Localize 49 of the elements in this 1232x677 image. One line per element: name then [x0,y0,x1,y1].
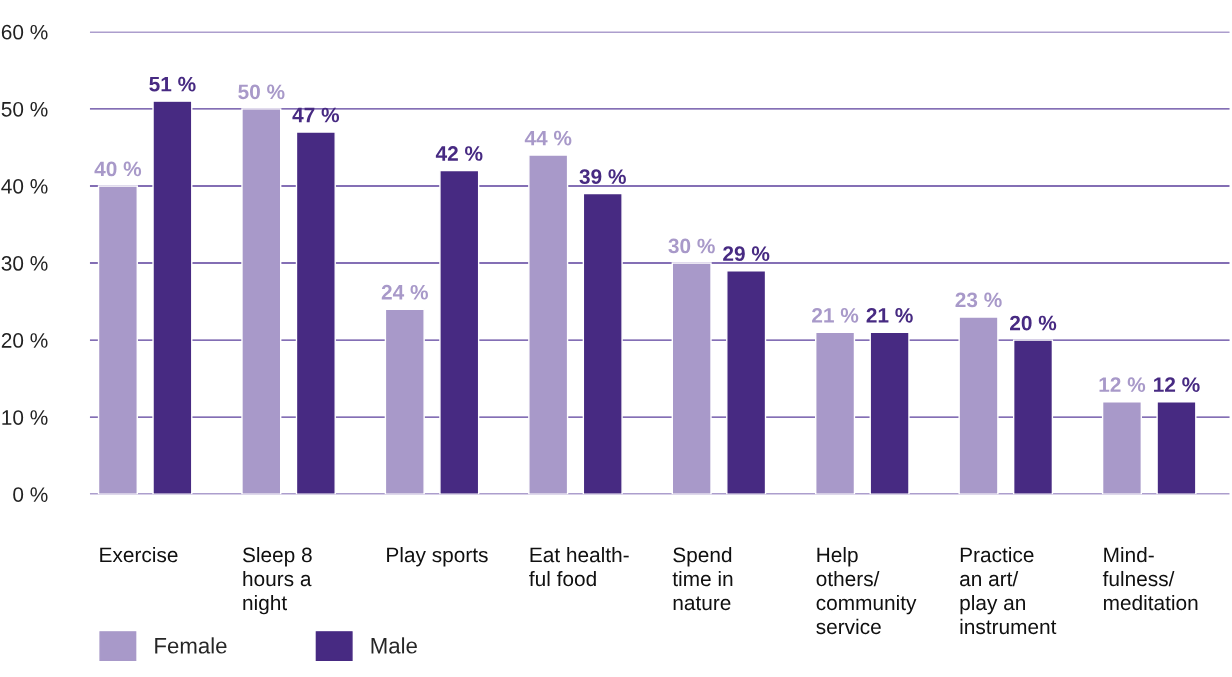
data-label: 21 % [866,307,913,323]
data-label: 51 % [149,76,196,92]
bar [815,331,856,495]
x-tick-label: Play sports [387,546,488,567]
x-tick-label: Practice an art/ play an instrument [960,546,1057,635]
data-label: 29 % [723,246,770,262]
bar [726,270,767,495]
legend-label: Male [371,637,417,654]
bar [439,169,480,495]
y-tick-label: 20 % [1,333,48,348]
y-tick-label: 40 % [1,178,48,194]
data-label: 21 % [812,307,859,323]
legend-label: Female [155,637,227,654]
bar [295,131,336,495]
y-tick-label: 60 % [1,24,48,40]
y-tick-label: 30 % [1,256,48,271]
bar [1012,339,1054,495]
bar [1101,401,1143,495]
bar [241,108,282,495]
data-label: 44 % [524,130,572,146]
data-label: 12 % [1099,377,1146,393]
x-tick-label: Eat health- ful food [529,546,629,587]
data-label: 39 % [579,169,626,185]
data-label: 40 % [94,161,142,177]
bar [528,154,569,495]
bar [958,316,999,495]
bar [97,185,138,495]
data-label: 42 % [435,146,483,161]
bar [384,308,425,495]
y-tick-label: 50 % [1,101,48,117]
bar [152,100,193,495]
data-label: 30 % [668,238,715,254]
data-label: 23 % [955,292,1002,308]
bar [582,192,623,495]
bar [1156,401,1197,495]
x-tick-label: Exercise [100,546,178,563]
x-tick-label: Sleep 8 hours a night [242,546,312,615]
data-label: 20 % [1010,315,1057,331]
data-label: 47 % [292,107,340,123]
x-tick-label: Help others/ community service [816,546,917,635]
bar [869,331,910,495]
x-tick-label: Mind- fulness/ meditation [1102,546,1198,611]
data-label: 24 % [381,284,428,300]
y-tick-label: 10 % [2,410,48,425]
y-tick-label: 0 % [13,487,48,502]
bar [671,262,712,495]
data-label: 50 % [238,84,285,100]
data-label: 12 % [1154,377,1200,393]
x-tick-label: Spend time in nature [672,546,733,611]
